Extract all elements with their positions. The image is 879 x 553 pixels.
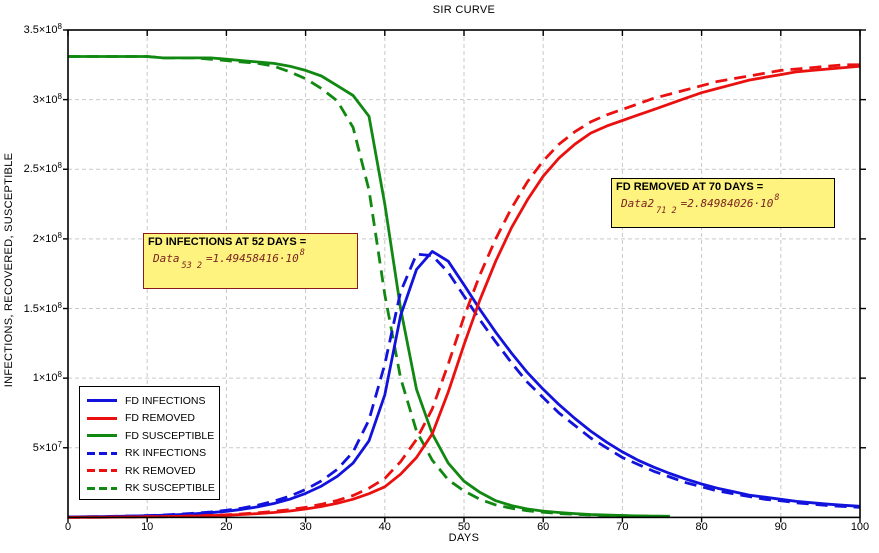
legend-item-rk-removed: RK REMOVED <box>80 462 219 480</box>
rk-susceptible-line-sample <box>87 486 117 490</box>
equation-exponent: 8 <box>299 248 305 258</box>
fd-infections-line-sample <box>87 399 117 403</box>
x-tick-label: 40 <box>378 521 391 533</box>
equation-exponent: 8 <box>774 193 780 203</box>
annotation-title: FD INFECTIONS AT 52 DAYS = <box>148 236 307 248</box>
y-tick-label: 1.5×108 <box>23 300 62 315</box>
x-tick-label: 50 <box>457 521 471 533</box>
x-axis-label: DAYS <box>448 532 480 544</box>
legend-label: RK INFECTIONS <box>125 447 207 460</box>
x-tick-label: 90 <box>774 521 787 533</box>
y-tick-label: 2.5×108 <box>23 161 62 176</box>
annotation-fd-infections[interactable]: FD INFECTIONS AT 52 DAYS = Data53 2=1.49… <box>143 233 358 289</box>
rk-infections-line-sample <box>87 451 117 455</box>
series-rk-susceptible <box>68 55 670 518</box>
equation-equals: = <box>680 197 688 210</box>
legend-label: FD SUSCEPTIBLE <box>125 429 215 442</box>
legend-item-fd-removed: FD REMOVED <box>80 410 219 428</box>
series-rk-removed <box>67 63 860 519</box>
equation-equals: = <box>205 252 213 265</box>
x-tick-label: 10 <box>141 521 154 533</box>
x-tick-label: 30 <box>299 521 312 533</box>
y-tick-label: 5×107 <box>32 439 62 454</box>
equation-value: 1.49458416·10 <box>212 252 299 265</box>
series-rk-infections <box>67 252 861 519</box>
series-fd-infections <box>67 249 861 519</box>
rk-removed-line-sample <box>87 469 117 473</box>
equation-value: 2.84984026·10 <box>687 197 774 210</box>
y-tick-label: 3.5×108 <box>23 22 62 36</box>
y-tick-label: 2×108 <box>32 230 62 245</box>
fd-susceptible-line-sample <box>87 434 117 438</box>
equation-variable: Data <box>153 252 180 265</box>
legend-item-rk-susceptible: RK SUSCEPTIBLE <box>80 480 219 498</box>
equation-subscript: 53 2 <box>181 261 202 271</box>
x-tick-label: 20 <box>220 521 233 533</box>
legend-item-fd-infections: FD INFECTIONS <box>80 392 219 410</box>
legend: FD INFECTIONS FD REMOVED FD SUSCEPTIBLE … <box>79 386 220 500</box>
legend-label: FD REMOVED <box>125 412 196 425</box>
y-tick-label: 1×108 <box>32 370 62 385</box>
legend-item-rk-infections: RK INFECTIONS <box>80 445 219 463</box>
y-tick-label: 3×108 <box>32 91 62 106</box>
annotation-fd-removed[interactable]: FD REMOVED AT 70 DAYS = Data271 2=2.8498… <box>611 178 835 228</box>
series-fd-removed <box>67 64 861 519</box>
annotation-equation[interactable]: Data53 2=1.49458416·108 <box>148 248 353 271</box>
legend-label: FD INFECTIONS <box>125 394 206 407</box>
x-tick-label: 100 <box>850 521 870 533</box>
x-tick-label: 80 <box>695 521 708 533</box>
x-tick-label: 60 <box>537 521 550 533</box>
legend-label: RK SUSCEPTIBLE <box>125 482 215 495</box>
legend-item-fd-susceptible: FD SUSCEPTIBLE <box>80 427 219 445</box>
x-tick-label: 70 <box>616 521 629 533</box>
x-tick-label: 0 <box>64 521 72 533</box>
annotation-title: FD REMOVED AT 70 DAYS = <box>616 181 764 193</box>
chart-title: SIR CURVE <box>432 4 496 16</box>
fd-removed-line-sample <box>87 416 117 420</box>
equation-variable: Data2 <box>621 197 655 210</box>
annotation-equation[interactable]: Data271 2=2.84984026·108 <box>616 193 830 216</box>
legend-label: RK REMOVED <box>125 464 196 477</box>
equation-subscript: 71 2 <box>656 206 677 216</box>
